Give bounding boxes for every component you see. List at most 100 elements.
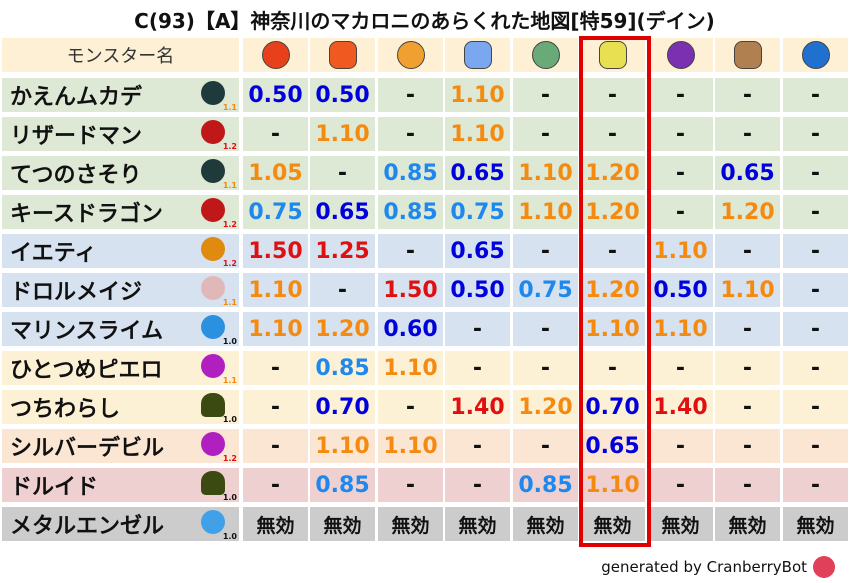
resistance-value: - [445,429,510,463]
resistance-value: 0.60 [378,312,443,346]
resistance-value: 1.20 [513,390,578,424]
resistance-value: 1.50 [243,234,308,268]
resistance-value: 1.10 [445,78,510,112]
monster-name-cell: マリンスライム 1.0 [2,312,239,346]
resistance-value: - [715,78,780,112]
resistance-value: 0.85 [378,156,443,190]
resistance-value: - [715,312,780,346]
resistance-value: 1.20 [580,156,645,190]
devil-icon [201,432,225,456]
monster-level: 1.2 [222,259,237,268]
resistance-value: 0.65 [715,156,780,190]
resistance-value: - [783,468,848,502]
header-element-cell [580,38,645,72]
resistance-value: - [378,390,443,424]
resistance-value: - [513,117,578,151]
monster-name: イエティ [10,241,97,266]
monster-name-cell: リザードマン 1.2 [2,117,239,151]
resistance-value: 1.10 [715,273,780,307]
resistance-value: - [580,78,645,112]
resistance-value: 1.10 [648,312,713,346]
resistance-value: - [648,351,713,385]
monster-name-cell: シルバーデビル 1.2 [2,429,239,463]
resistance-value: - [310,156,375,190]
resistance-value: - [243,390,308,424]
resistance-value: 無効 [243,507,308,541]
resistance-value: 無効 [513,507,578,541]
resistance-value: - [378,117,443,151]
resistance-value: - [783,273,848,307]
resistance-value: - [513,429,578,463]
resistance-value: - [715,351,780,385]
resistance-value: - [243,429,308,463]
resistance-value: - [243,468,308,502]
monster-level: 1.2 [222,454,237,463]
footer: generated by CranberryBot [601,556,835,578]
resistance-value: 0.50 [310,78,375,112]
resistance-value: - [783,195,848,229]
monster-name-cell: かえんムカデ 1.1 [2,78,239,112]
resistance-value: 0.50 [445,273,510,307]
darkness-icon [666,41,695,69]
bug-icon [201,81,225,105]
resistance-value: - [648,429,713,463]
monster-name: リザードマン [10,124,143,149]
resistance-value: - [310,273,375,307]
resistance-value: - [648,78,713,112]
resistance-value: - [783,351,848,385]
monster-name: つちわらし [10,397,121,422]
resistance-value: 0.75 [445,195,510,229]
resistance-value: - [783,117,848,151]
resistance-value: 1.10 [243,273,308,307]
header-element-cell [310,38,375,72]
resistance-value: - [715,390,780,424]
flame-icon [328,41,357,69]
drop-icon [201,315,225,339]
resistance-value: 1.10 [513,156,578,190]
header-element-cell [648,38,713,72]
resistance-value: - [445,351,510,385]
resistance-value: 1.10 [243,312,308,346]
bug-icon [201,159,225,183]
resistance-value: 1.10 [378,351,443,385]
resistance-value: - [513,312,578,346]
page-title: C(93)【A】神奈川のマカロニのあらくれた地図[特59](デイン) [134,9,715,33]
resistance-value: 1.20 [580,195,645,229]
monster-name: シルバーデビル [10,436,165,461]
resistance-value: - [513,78,578,112]
header-element-cell [715,38,780,72]
resistance-value: 1.10 [445,117,510,151]
resistance-value: - [715,234,780,268]
resistance-value: 1.40 [648,390,713,424]
monster-level: 1.2 [222,220,237,229]
monster-level: 1.0 [222,337,237,346]
resistance-value: 1.20 [715,195,780,229]
resistance-value: - [648,195,713,229]
resistance-value: - [783,312,848,346]
tornado-icon [531,41,560,69]
resistance-value: - [648,117,713,151]
monster-name: マリンスライム [10,319,164,344]
resistance-value: 0.65 [445,234,510,268]
cranberry-bot-icon [813,556,835,578]
resistance-value: 0.85 [513,468,578,502]
monster-level: 1.0 [222,532,237,541]
resistance-value: 0.70 [580,390,645,424]
highlight-column-frame [579,36,651,547]
slime-icon [201,510,225,534]
resistance-value: 無効 [715,507,780,541]
skull-icon [201,276,225,300]
resistance-value: 1.25 [310,234,375,268]
resistance-value: 0.70 [310,390,375,424]
resistance-value: - [715,117,780,151]
resistance-value: 1.20 [580,273,645,307]
header-element-cell [783,38,848,72]
dragon-icon [201,198,225,222]
header-name-label: モンスター名 [2,38,239,72]
monster-name-cell: イエティ 1.2 [2,234,239,268]
resistance-value: 無効 [580,507,645,541]
monster-name-cell: ひとつめピエロ 1.1 [2,351,239,385]
monster-level: 1.1 [222,181,237,190]
resistance-value: 0.65 [580,429,645,463]
resistance-value: - [715,468,780,502]
